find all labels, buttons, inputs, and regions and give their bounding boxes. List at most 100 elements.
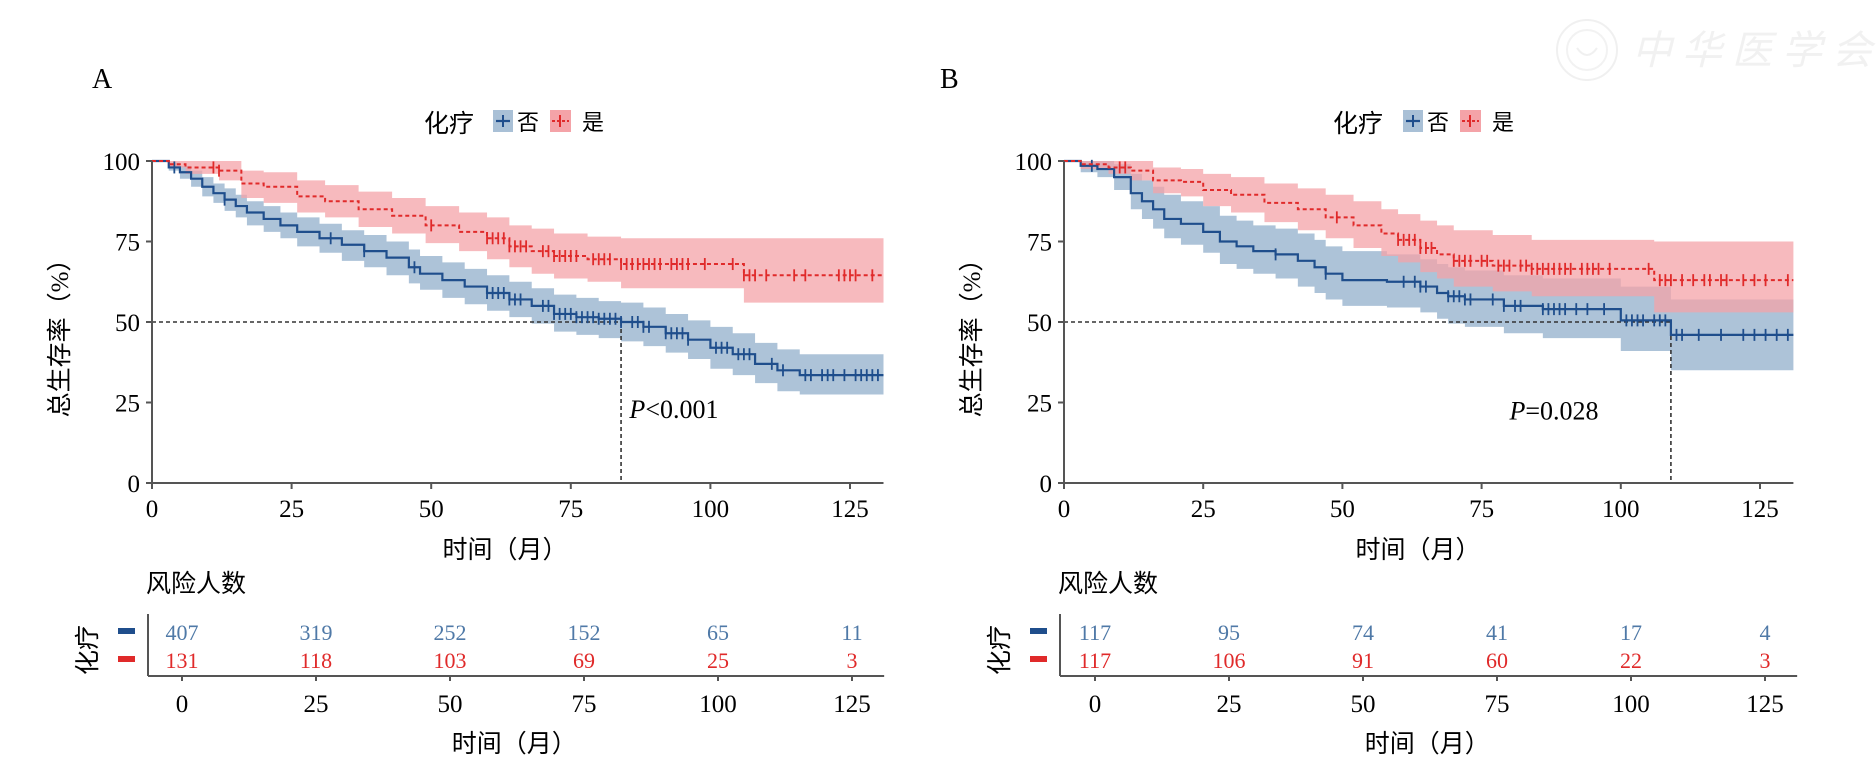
ci-band-yes (1064, 161, 1794, 313)
legend: 化疗 否 是 (424, 110, 604, 138)
risk-table-title: 风险人数 (1058, 570, 1158, 598)
p-value: =0.028 (1525, 397, 1598, 426)
risk-count-no: 41 (1486, 620, 1508, 645)
x-tick-label: 50 (419, 496, 444, 523)
risk-x-tick-label: 50 (1351, 691, 1376, 718)
risk-count-no: 152 (568, 620, 601, 645)
risk-count-no: 407 (166, 620, 199, 645)
risk-count-yes: 131 (166, 648, 199, 673)
p-value: <0.001 (645, 395, 718, 424)
panel-a: A 化疗 否 是 0 25 50 75 100 0 25 50 75 100 125 总生存率（%）… (46, 64, 885, 758)
legend-yes-censor-icon (552, 115, 569, 127)
risk-x-axis-label: 时间（月） (1365, 730, 1490, 758)
risk-x-axis-label: 时间（月） (452, 730, 577, 758)
risk-table-group-label: 化疗 (74, 625, 102, 675)
risk-count-no: 252 (434, 620, 467, 645)
legend-entry-yes: 是 (1492, 110, 1514, 135)
legend-title: 化疗 (1333, 110, 1383, 138)
risk-row-marker-yes (1030, 656, 1047, 662)
risk-count-no: 17 (1620, 620, 1642, 645)
risk-x-tick-label: 25 (1217, 691, 1242, 718)
risk-row-marker-yes (118, 656, 135, 662)
p-symbol: P (628, 395, 645, 424)
risk-row-marker-no (118, 628, 135, 634)
risk-count-yes: 3 (847, 648, 858, 673)
legend-title: 化疗 (424, 110, 474, 138)
legend-no-censor-icon (1406, 115, 1420, 127)
ci-band-no (152, 161, 884, 395)
x-tick-label: 75 (558, 496, 583, 523)
panel-label: B (940, 64, 959, 95)
y-tick-label: 50 (115, 310, 140, 337)
p-value-annotation: P=0.028 (1508, 397, 1598, 426)
x-tick-label: 25 (279, 496, 304, 523)
risk-count-no: 11 (841, 620, 862, 645)
risk-count-no: 95 (1218, 620, 1240, 645)
risk-x-tick-label: 125 (833, 691, 871, 718)
watermark-emblem-icon (1556, 19, 1618, 81)
x-tick-label: 50 (1330, 496, 1355, 523)
risk-count-yes: 91 (1352, 648, 1374, 673)
risk-table-title: 风险人数 (146, 570, 246, 598)
watermark-text: 中华医学会 (1632, 28, 1876, 73)
y-tick-label: 100 (1015, 149, 1053, 176)
x-tick-label: 100 (1602, 496, 1640, 523)
risk-count-no: 74 (1352, 620, 1374, 645)
y-tick-label: 0 (1040, 471, 1053, 498)
legend-entry-yes: 是 (582, 110, 604, 135)
x-tick-label: 25 (1191, 496, 1216, 523)
risk-count-no: 117 (1079, 620, 1111, 645)
y-tick-label: 0 (128, 471, 141, 498)
risk-count-no: 4 (1760, 620, 1771, 645)
risk-count-no: 319 (300, 620, 333, 645)
x-axis-label: 时间（月） (442, 536, 567, 564)
risk-x-tick-label: 25 (304, 691, 329, 718)
legend: 化疗 否 是 (1333, 110, 1514, 138)
watermark: 中华医学会 (1556, 19, 1876, 81)
survival-curve-no (1064, 159, 1794, 336)
risk-count-yes: 25 (707, 648, 729, 673)
x-tick-label: 0 (146, 496, 159, 523)
legend-no-censor-icon (496, 115, 510, 127)
risk-row-marker-no (1030, 628, 1047, 634)
legend-entry-no: 否 (517, 110, 539, 135)
survival-curve-yes (1064, 160, 1794, 282)
panel-label: A (92, 64, 113, 95)
x-tick-label: 125 (1741, 496, 1779, 523)
x-tick-label: 125 (831, 496, 869, 523)
legend-yes-censor-icon (1462, 115, 1479, 127)
x-tick-label: 75 (1469, 496, 1494, 523)
y-tick-label: 75 (1027, 230, 1052, 257)
x-axis-label: 时间（月） (1355, 536, 1480, 564)
risk-count-yes: 60 (1486, 648, 1508, 673)
risk-count-yes: 117 (1079, 648, 1111, 673)
panel-b: B 化疗 否 是 0 25 50 75 100 0 25 50 75 100 125 总生存率（%）… (940, 64, 1798, 758)
y-axis-label: 总生存率（%） (46, 247, 74, 418)
y-tick-label: 75 (115, 230, 140, 257)
y-tick-label: 100 (103, 149, 141, 176)
risk-x-tick-label: 125 (1746, 691, 1784, 718)
risk-x-tick-label: 100 (699, 691, 737, 718)
p-value-annotation: P<0.001 (628, 395, 718, 424)
risk-count-yes: 118 (300, 648, 332, 673)
x-tick-label: 0 (1058, 496, 1071, 523)
y-tick-label: 50 (1027, 310, 1052, 337)
risk-table-group-label: 化疗 (986, 625, 1014, 675)
risk-x-tick-label: 75 (572, 691, 597, 718)
y-tick-label: 25 (1027, 391, 1052, 418)
p-symbol: P (1508, 397, 1525, 426)
risk-count-yes: 69 (573, 648, 595, 673)
y-axis-label: 总生存率（%） (958, 247, 986, 418)
legend-entry-no: 否 (1427, 110, 1449, 135)
y-tick-label: 25 (115, 391, 140, 418)
ci-band-yes (152, 161, 884, 303)
x-tick-label: 100 (692, 496, 730, 523)
risk-x-tick-label: 100 (1612, 691, 1650, 718)
risk-x-tick-label: 0 (1089, 691, 1102, 718)
survival-curve-yes (152, 160, 884, 277)
risk-count-no: 65 (707, 620, 729, 645)
risk-count-yes: 103 (434, 648, 467, 673)
risk-x-tick-label: 50 (438, 691, 463, 718)
risk-x-tick-label: 0 (176, 691, 189, 718)
